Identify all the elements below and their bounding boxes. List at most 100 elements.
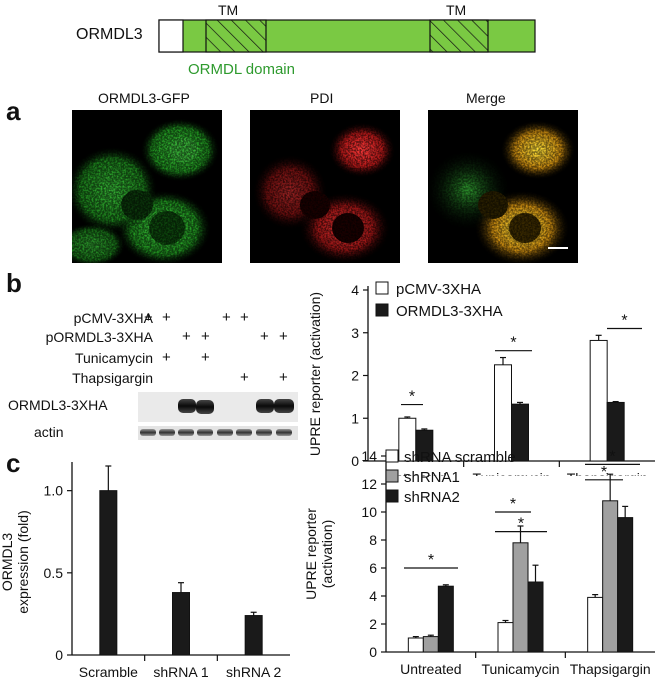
bar <box>407 637 424 653</box>
y-tick-label: 4 <box>351 282 359 298</box>
bar <box>587 596 604 653</box>
blot-plus-mark: + <box>182 328 191 345</box>
x-tick-label: Untreated <box>385 470 446 476</box>
y-tick-label: 0 <box>369 644 377 660</box>
x-tick-label: Thapsigargin <box>570 661 651 677</box>
blot-plus-mark: + <box>201 328 210 345</box>
y-tick-label: 4 <box>369 588 377 604</box>
legend-label: shRNA2 <box>404 489 460 506</box>
x-tick-label: Tunicamycin <box>481 661 559 677</box>
x-tick-label: Tunicamycin <box>472 470 550 476</box>
significance-star: * <box>510 335 516 352</box>
blot-row-label: pORMDL3-3XHA <box>45 329 153 345</box>
legend-label: shRNA1 <box>404 469 460 486</box>
bar <box>422 636 439 653</box>
legend-swatch <box>385 469 399 483</box>
significance-star: * <box>510 496 516 513</box>
y-tick-label: 12 <box>361 476 377 492</box>
legend-swatch <box>375 281 389 295</box>
legend-label: ORMDL3-3XHA <box>396 303 503 320</box>
legend-swatch <box>375 303 389 317</box>
legend-label: pCMV-3XHA <box>396 281 481 298</box>
significance-star: * <box>601 464 607 481</box>
blot-plus-mark: + <box>260 328 269 345</box>
y-axis-label: ORMDL3 <box>0 533 15 592</box>
western-blot <box>138 392 298 440</box>
blot-plus-mark: + <box>222 309 231 326</box>
legend-swatch <box>385 449 399 463</box>
micrograph-merge <box>428 110 578 263</box>
y-tick-label: 1.0 <box>44 483 64 499</box>
tm-segment-1 <box>205 19 267 53</box>
y-tick-label: 2 <box>369 616 377 632</box>
bar <box>589 339 608 462</box>
y-axis-label: UPRE reporter (activation) <box>307 292 323 456</box>
bar <box>244 615 263 656</box>
bar <box>172 592 190 656</box>
tm-segment-2 <box>429 19 489 53</box>
bar <box>617 517 634 653</box>
n-terminus-box <box>158 19 184 53</box>
image-title-merge: Merge <box>466 90 506 106</box>
micrograph-pdi <box>250 110 400 263</box>
y-tick-label: 3 <box>351 325 359 341</box>
x-tick-label: shRNA 1 <box>153 664 208 677</box>
blot-row-label: pCMV-3XHA <box>73 310 153 326</box>
y-axis-label: (activation) <box>319 520 335 588</box>
y-tick-label: 14 <box>361 448 377 464</box>
x-tick-label: Untreated <box>400 661 461 677</box>
bar <box>602 500 619 653</box>
y-axis-label: expression (fold) <box>15 510 31 614</box>
y-tick-label: 2 <box>351 368 359 384</box>
chart-b: 0 1 2 3 4 UPRE reporter (activation) Untreated… <box>307 281 655 476</box>
blot-plus-mark: + <box>162 309 171 326</box>
tm-label-2: TM <box>446 2 467 18</box>
blot-plus-mark: + <box>240 369 249 386</box>
blot-plus-mark: + <box>162 349 171 366</box>
significance-star: * <box>409 389 415 406</box>
y-tick-label: 10 <box>361 504 377 520</box>
bar <box>527 581 544 653</box>
y-tick-label: 0.5 <box>44 565 64 581</box>
legend-swatch <box>385 489 399 503</box>
x-tick-label: Scramble <box>79 664 138 677</box>
tm-label-1: TM <box>218 2 239 18</box>
image-title-pdi: PDI <box>310 90 334 106</box>
blot-plus-mark: + <box>240 309 249 326</box>
significance-star: * <box>428 552 434 569</box>
blot-plus-mark: + <box>279 328 288 345</box>
y-tick-label: 0 <box>351 453 359 469</box>
blot-plus-mark: + <box>279 369 288 386</box>
blot-row-label: Tunicamycin <box>74 350 153 366</box>
panel-letter-c: c <box>6 448 21 478</box>
bar <box>497 622 514 653</box>
significance-star: * <box>609 448 615 465</box>
domain-diagram <box>158 19 536 53</box>
micrograph-gfp <box>72 110 222 263</box>
x-tick-label: shRNA 2 <box>226 664 281 677</box>
y-tick-label: 8 <box>369 532 377 548</box>
chart-c-right: 0 2 4 6 8 10 12 14 UPRE reporter (activation) Untr… <box>303 448 655 677</box>
bar <box>511 403 529 462</box>
blot-row-label: Thapsigargin <box>72 370 153 386</box>
y-tick-label: 0 <box>55 647 63 663</box>
legend-label: shRNA scramble <box>404 449 516 466</box>
protein-label: ORMDL3 <box>76 26 143 43</box>
blot-plus-mark: + <box>144 309 153 326</box>
image-title-gfp: ORMDL3-GFP <box>98 90 190 106</box>
y-tick-label: 6 <box>369 560 377 576</box>
significance-star: * <box>518 516 524 533</box>
chart-c-left: 0 0.5 1.0 ORMDL3 expression (fold) Scramble sh… <box>0 462 290 677</box>
bar <box>437 585 454 653</box>
significance-star: * <box>621 312 627 329</box>
blot-plus-mark: + <box>201 349 210 366</box>
domain-label: ORMDL domain <box>188 61 295 78</box>
y-tick-label: 1 <box>351 410 359 426</box>
panel-letter-b: b <box>6 268 22 298</box>
x-tick-label: Thapsigargin <box>567 470 648 476</box>
blot-label-ormdl3: ORMDL3-3XHA <box>8 397 108 413</box>
y-axis-label: UPRE reporter <box>303 508 319 600</box>
blot-label-actin: actin <box>34 424 64 440</box>
bar <box>99 490 118 656</box>
panel-letter-a: a <box>6 96 21 126</box>
